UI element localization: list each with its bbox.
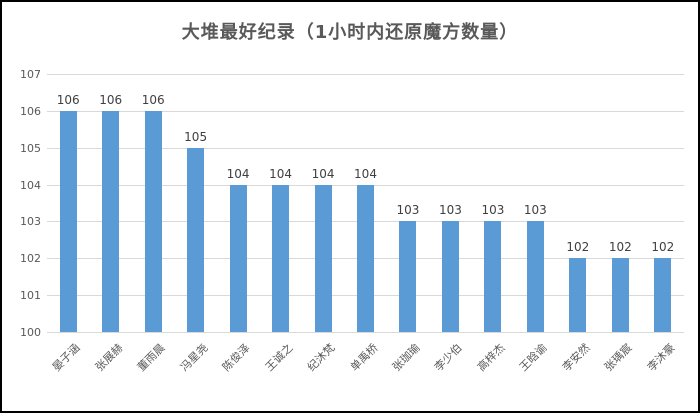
bar [441,221,459,332]
bar-value-label: 103 [523,203,547,218]
bar-value-label: 105 [184,129,208,144]
bar-value-label: 103 [438,203,462,218]
bar [611,258,629,332]
bar-value-label: 106 [141,92,165,107]
bar [526,221,544,332]
bar [229,184,247,332]
bar [484,221,502,332]
bar [59,110,77,332]
bar-value-label: 102 [651,240,675,255]
bar [144,110,162,332]
y-tick-label: 102 [20,252,41,266]
y-tick-label: 103 [20,215,41,229]
y-tick-label: 104 [20,178,41,192]
bar [102,110,120,332]
y-tick-label: 107 [20,68,41,81]
bar-value-label: 106 [56,92,80,107]
bar-value-label: 103 [481,203,505,218]
bar [187,147,205,332]
bar [569,258,587,332]
gridline [47,110,684,112]
chart-title: 大堆最好纪录（1小时内还原魔方数量） [181,22,519,43]
y-tick-label: 106 [20,104,41,118]
bar [314,184,332,332]
bar-value-label: 104 [311,166,335,181]
gridline [47,74,684,75]
bar-value-label: 104 [354,166,377,181]
bar-value-label: 102 [566,240,590,255]
bar [272,184,290,332]
bar-value-label: 104 [269,166,293,181]
bar-value-label: 103 [396,203,420,218]
bar [399,221,417,332]
bar [654,258,672,332]
gridline [47,332,684,333]
y-tick-label: 101 [20,289,41,303]
bar-value-label: 102 [608,240,632,255]
plot-area: 100 101 102 103 104 105 106 107 106 晏子涵 106 张展赫 106 董… [20,69,684,374]
bar-value-label: 106 [99,92,123,107]
y-tick-label: 105 [20,141,41,155]
gridline [47,147,684,149]
bar [357,184,374,332]
bar-value-label: 104 [226,166,250,181]
y-tick-label: 100 [20,326,41,339]
